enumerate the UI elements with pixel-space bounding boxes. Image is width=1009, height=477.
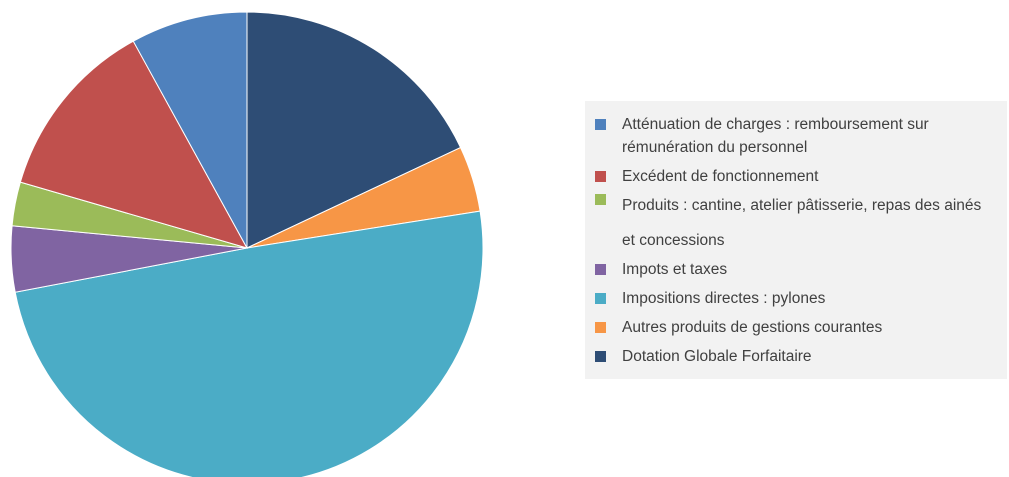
pie-slice-excedent-de-fonctionnement	[19, 40, 249, 249]
legend-label: Dotation Globale Forfaitaire	[622, 348, 812, 365]
pie-slice-attenuation-de-charges-remboursement-sur	[132, 11, 248, 249]
pie-slice-dotation-globale-forfaitaire	[246, 11, 462, 249]
legend-item-produits-cantine: Produits : cantine, atelier pâtisserie, …	[595, 188, 997, 258]
legend-label: Impositions directes : pylones	[622, 290, 826, 307]
legend-item-autres-produits: Autres produits de gestions courantes	[595, 316, 997, 339]
legend-item-excedent-fonctionnement: Excédent de fonctionnement	[595, 165, 997, 188]
legend-label: Atténuation de charges : remboursement s…	[622, 116, 929, 156]
legend-swatch-impositions-directes	[595, 293, 606, 304]
pie-slices	[10, 11, 484, 477]
legend-label: Autres produits de gestions courantes	[622, 319, 883, 336]
legend-swatch-autres-produits	[595, 322, 606, 333]
legend-swatch-excedent-fonctionnement	[595, 171, 606, 182]
pie-slice-impositions-directes-pylones	[14, 210, 484, 477]
chart-legend: Atténuation de charges : remboursement s…	[585, 101, 1007, 379]
legend-item-impositions-directes: Impositions directes : pylones	[595, 287, 997, 310]
legend-item-dotation-globale: Dotation Globale Forfaitaire	[595, 345, 997, 368]
legend-swatch-impots-taxes	[595, 264, 606, 275]
legend-item-attenuation-charges: Atténuation de charges : remboursement s…	[595, 113, 997, 159]
legend-item-impots-taxes: Impots et taxes	[595, 258, 997, 281]
legend-label: Excédent de fonctionnement	[622, 168, 819, 185]
legend-swatch-attenuation-charges	[595, 119, 606, 130]
legend-swatch-produits-cantine	[595, 194, 606, 205]
legend-label: Impots et taxes	[622, 261, 728, 278]
legend-label: Produits : cantine, atelier pâtisserie, …	[622, 197, 982, 249]
legend-swatch-dotation-globale	[595, 351, 606, 362]
